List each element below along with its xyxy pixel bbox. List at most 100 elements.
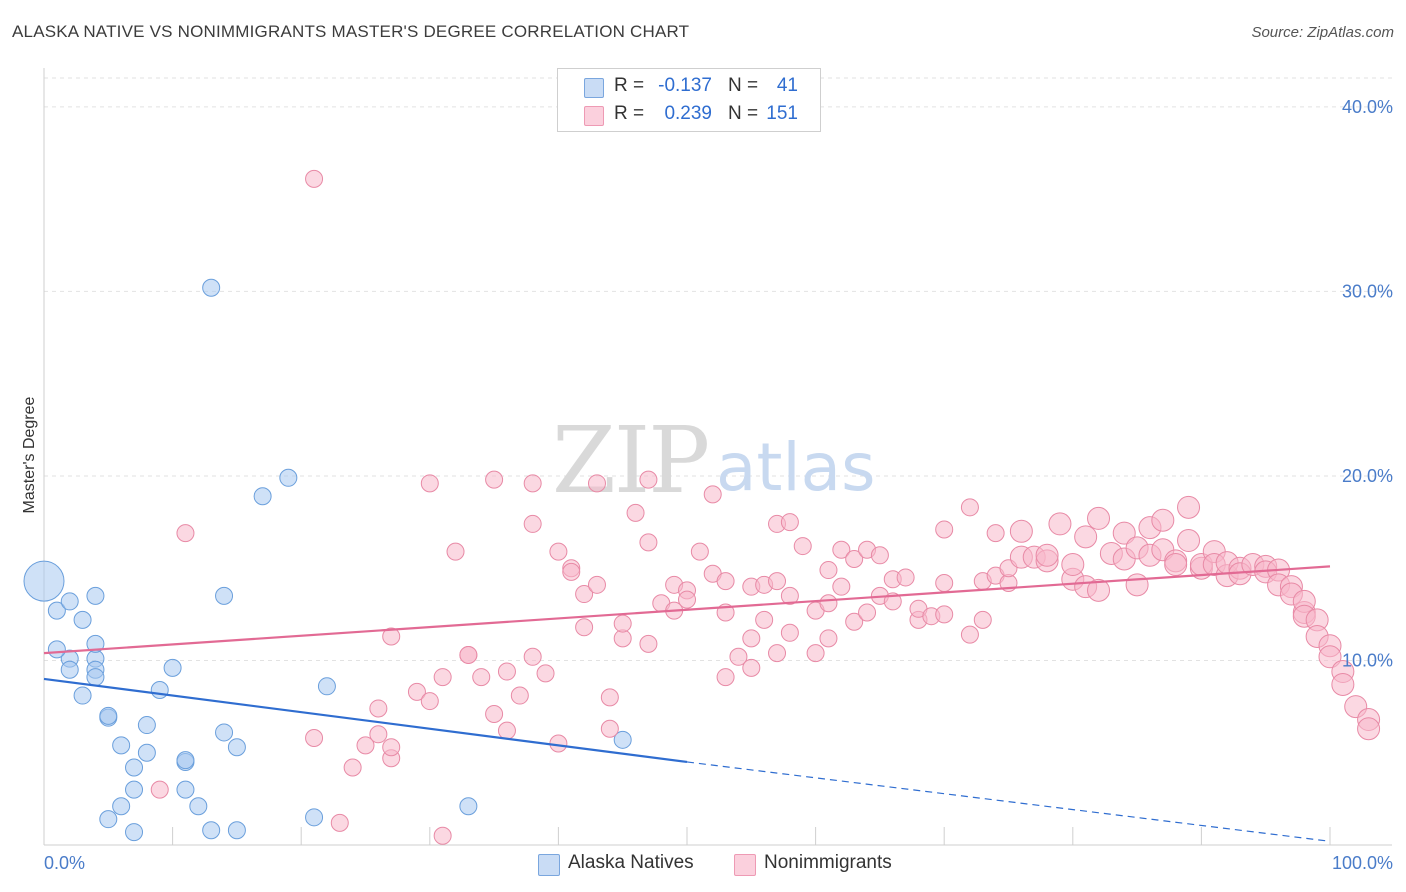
point-alaska-natives bbox=[176, 780, 195, 799]
point-nonimmigrants bbox=[1035, 543, 1059, 567]
point-alaska-natives bbox=[253, 487, 272, 506]
point-alaska-natives bbox=[317, 677, 336, 696]
point-nonimmigrants bbox=[1087, 578, 1111, 602]
point-nonimmigrants bbox=[793, 537, 812, 556]
bottom-legend-label-nonimmigrants: Nonimmigrants bbox=[764, 852, 892, 873]
point-nonimmigrants bbox=[845, 612, 864, 631]
point-nonimmigrants bbox=[639, 470, 658, 489]
point-nonimmigrants bbox=[600, 688, 619, 707]
point-nonimmigrants bbox=[832, 577, 851, 596]
watermark: ZIP atlas bbox=[552, 407, 876, 514]
bottom-legend-swatch-nonimmigrants bbox=[734, 854, 756, 876]
point-alaska-natives bbox=[23, 560, 65, 602]
point-alaska-natives bbox=[215, 723, 234, 742]
legend-row-nonimmigrants: R = 0.239 N = 151 bbox=[558, 101, 820, 129]
point-alaska-natives bbox=[60, 592, 79, 611]
point-nonimmigrants bbox=[1061, 553, 1085, 577]
y-tick-label: 10.0% bbox=[1342, 650, 1393, 670]
point-alaska-natives bbox=[613, 730, 632, 749]
point-nonimmigrants bbox=[446, 542, 465, 561]
point-alaska-natives bbox=[227, 738, 246, 757]
legend-n-label: N = bbox=[728, 103, 759, 124]
point-alaska-natives bbox=[60, 660, 79, 679]
point-alaska-natives bbox=[86, 668, 105, 687]
point-nonimmigrants bbox=[986, 524, 1005, 543]
point-nonimmigrants bbox=[819, 629, 838, 648]
point-nonimmigrants bbox=[742, 658, 761, 677]
point-nonimmigrants bbox=[1177, 495, 1201, 519]
point-alaska-natives bbox=[99, 810, 118, 829]
point-nonimmigrants bbox=[485, 704, 504, 723]
legend-swatch-alaska bbox=[584, 78, 604, 98]
point-nonimmigrants bbox=[600, 719, 619, 738]
point-nonimmigrants bbox=[626, 503, 645, 522]
point-nonimmigrants bbox=[960, 498, 979, 517]
point-nonimmigrants bbox=[420, 692, 439, 711]
point-nonimmigrants bbox=[768, 572, 787, 591]
point-nonimmigrants bbox=[870, 546, 889, 565]
x-tick-label: 0.0% bbox=[44, 853, 85, 873]
bottom-legend-label-alaska: Alaska Natives bbox=[568, 852, 694, 873]
point-nonimmigrants bbox=[575, 585, 594, 604]
watermark-atlas: atlas bbox=[716, 429, 876, 506]
trend-line-alaska-natives-extension bbox=[686, 761, 1331, 842]
point-nonimmigrants bbox=[420, 474, 439, 493]
y-tick-label: 30.0% bbox=[1342, 281, 1393, 301]
point-alaska-natives bbox=[47, 601, 66, 620]
point-alaska-natives bbox=[305, 808, 324, 827]
point-nonimmigrants bbox=[587, 575, 606, 594]
point-nonimmigrants bbox=[510, 686, 529, 705]
point-nonimmigrants bbox=[806, 644, 825, 663]
point-nonimmigrants bbox=[729, 647, 748, 666]
point-nonimmigrants bbox=[935, 573, 954, 592]
point-nonimmigrants bbox=[433, 668, 452, 687]
point-nonimmigrants bbox=[497, 662, 516, 681]
point-nonimmigrants bbox=[935, 520, 954, 539]
point-nonimmigrants bbox=[382, 627, 401, 646]
x-tick-label: 100.0% bbox=[1332, 853, 1393, 873]
point-alaska-natives bbox=[125, 780, 144, 799]
point-nonimmigrants bbox=[523, 514, 542, 533]
points-layer bbox=[23, 169, 1381, 845]
point-nonimmigrants bbox=[832, 540, 851, 559]
legend-n-value: 41 bbox=[776, 75, 798, 96]
point-nonimmigrants bbox=[960, 625, 979, 644]
point-nonimmigrants bbox=[845, 549, 864, 568]
point-alaska-natives bbox=[112, 736, 131, 755]
point-nonimmigrants bbox=[536, 664, 555, 683]
point-nonimmigrants bbox=[780, 513, 799, 532]
point-alaska-natives bbox=[202, 278, 221, 297]
point-nonimmigrants bbox=[575, 618, 594, 637]
point-alaska-natives bbox=[176, 751, 195, 770]
point-nonimmigrants bbox=[1125, 573, 1149, 597]
point-nonimmigrants bbox=[858, 603, 877, 622]
source-label: Source: ZipAtlas.com bbox=[1251, 24, 1394, 41]
point-nonimmigrants bbox=[780, 623, 799, 642]
legend-n-value: 151 bbox=[766, 103, 798, 124]
legend-swatch-nonimmigrants bbox=[584, 106, 604, 126]
point-alaska-natives bbox=[150, 681, 169, 699]
point-alaska-natives bbox=[279, 468, 298, 487]
point-nonimmigrants bbox=[716, 668, 735, 687]
point-alaska-natives bbox=[86, 586, 105, 605]
point-nonimmigrants bbox=[768, 644, 787, 663]
point-nonimmigrants bbox=[369, 725, 388, 744]
point-nonimmigrants bbox=[382, 738, 401, 757]
point-alaska-natives bbox=[215, 586, 234, 605]
point-alaska-natives bbox=[125, 758, 144, 777]
point-alaska-natives bbox=[125, 823, 144, 842]
tick-labels: 10.0% 20.0% 30.0% 40.0% 0.0% 100.0% bbox=[44, 97, 1393, 873]
point-alaska-natives bbox=[202, 821, 221, 840]
point-nonimmigrants bbox=[356, 736, 375, 755]
point-nonimmigrants bbox=[459, 645, 478, 664]
point-nonimmigrants bbox=[1357, 717, 1381, 741]
point-nonimmigrants bbox=[587, 474, 606, 493]
point-nonimmigrants bbox=[485, 470, 504, 489]
point-nonimmigrants bbox=[150, 780, 169, 799]
point-alaska-natives bbox=[73, 610, 92, 629]
bottom-legend-swatch-alaska bbox=[538, 854, 560, 876]
point-nonimmigrants bbox=[523, 647, 542, 666]
point-nonimmigrants bbox=[703, 485, 722, 504]
point-alaska-natives bbox=[73, 686, 92, 705]
